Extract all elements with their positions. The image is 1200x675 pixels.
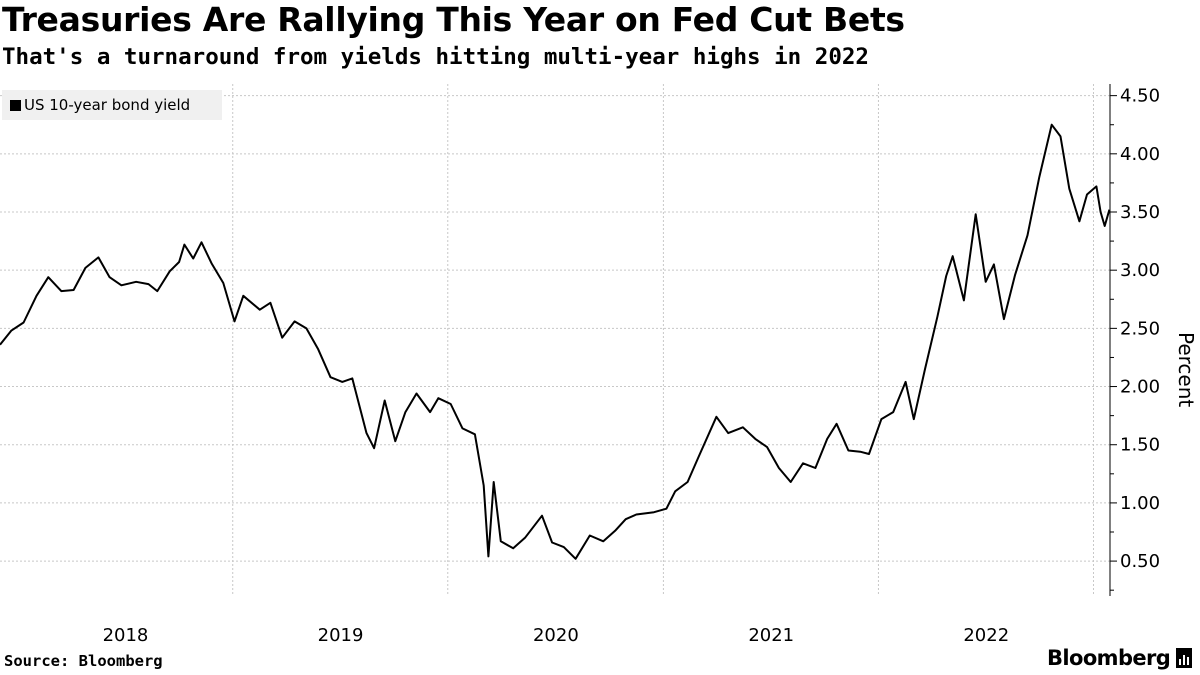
y-tick-label: 0.50 [1120,551,1160,572]
chart-subtitle: That's a turnaround from yields hitting … [2,44,869,70]
y-tick-label: 4.50 [1120,86,1160,107]
y-tick-label: 3.50 [1120,202,1160,223]
x-axis-labels: 2018 2019 2020 2021 2022 [103,625,1010,646]
brand-wordmark: Bloomberg [1047,646,1171,670]
y-axis-title: Percent [1174,332,1198,408]
x-tick-label: 2019 [318,625,364,646]
x-tick-label: 2018 [103,625,149,646]
series-layer [0,123,1111,560]
chart-title: Treasuries Are Rallying This Year on Fed… [2,0,905,39]
y-tick-label: 4.00 [1120,144,1160,165]
x-tick-label: 2020 [533,625,579,646]
bloomberg-bars-icon [1176,648,1193,668]
gridlines [0,84,1110,596]
legend-label: US 10-year bond yield [24,96,191,114]
brand-logo: Bloomberg [1047,646,1193,670]
source-note: Source: Bloomberg [4,652,163,670]
x-tick-label: 2022 [963,625,1009,646]
y-tick-label: 2.00 [1120,377,1160,398]
y-axis: 0.50 1.00 1.50 2.00 2.50 3.00 3.50 4.00 4.50 [1109,84,1160,596]
y-tick-label: 1.00 [1120,493,1160,514]
x-tick-label: 2021 [748,625,794,646]
y-tick-label: 2.50 [1120,318,1160,339]
legend: US 10-year bond yield [2,90,222,120]
series-line-us-10-year-bond-yield [0,123,1111,560]
y-tick-label: 3.00 [1120,260,1160,281]
y-tick-label: 1.50 [1120,435,1160,456]
legend-swatch [10,99,21,111]
